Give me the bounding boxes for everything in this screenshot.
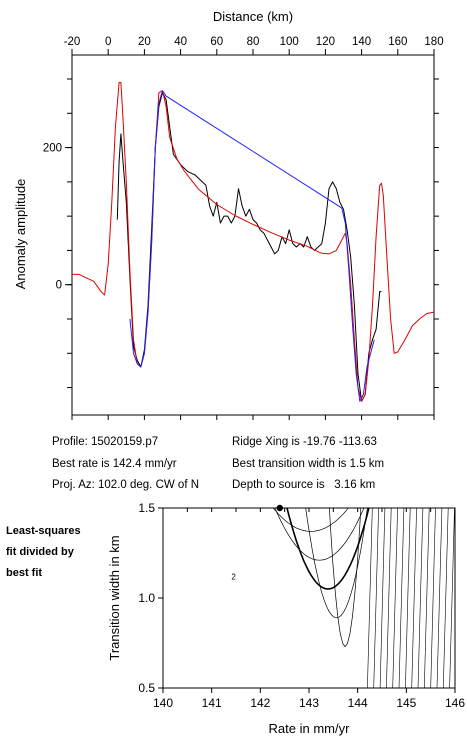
contour-line — [430, 508, 436, 688]
contour-line — [379, 508, 386, 688]
contour-line — [367, 508, 373, 688]
contour-line — [417, 508, 424, 688]
contour-line — [272, 508, 349, 532]
contour-line — [443, 508, 449, 688]
y-tick-label: 0.5 — [138, 681, 155, 695]
x-tick-label: 40 — [174, 36, 187, 48]
contour-line — [274, 508, 365, 561]
side-note-line-3: best fit — [6, 567, 43, 579]
series-line — [116, 92, 382, 402]
y-tick-label: 200 — [43, 143, 62, 155]
x-tick-label: 146 — [445, 696, 465, 710]
x-tick-label: 141 — [202, 696, 222, 710]
x-tick-label: 60 — [210, 36, 223, 48]
anomaly-chart-x-label: Distance (km) — [213, 9, 293, 24]
y-tick-label: 1.5 — [138, 501, 155, 515]
contour-line — [449, 508, 455, 688]
x-tick-label: -20 — [64, 36, 81, 48]
best-fit-point — [276, 504, 283, 512]
side-note-line-2: fit divided by — [6, 546, 74, 558]
x-tick-label: 143 — [299, 696, 319, 710]
x-tick-label: 0 — [105, 36, 111, 48]
x-tick-label: 80 — [247, 36, 260, 48]
x-tick-label: 180 — [424, 36, 443, 48]
x-tick-label: 142 — [250, 696, 270, 710]
misfit-contour-x-label: Rate in mm/yr — [269, 721, 351, 736]
y-tick-label: 0 — [56, 280, 62, 292]
contour-line — [411, 508, 417, 688]
profile-text: Profile: 15020159.p7 — [52, 436, 159, 448]
side-note: Least-squares fit divided by best fit — [6, 521, 81, 584]
contour-line — [405, 508, 411, 688]
contour-line — [386, 508, 392, 688]
misfit-contour-chart: 140 141 142 143 144 145 146 0.5 1.0 1.5 2 Rate in… — [107, 501, 465, 736]
contour-label: 2 — [231, 572, 236, 581]
x-tick-label: 160 — [388, 36, 407, 48]
contour-line — [398, 508, 405, 688]
anomaly-chart: -20 0 20 40 60 80 100 120 140 160 180 0 200 Distance… — [13, 9, 444, 420]
series-line — [72, 81, 434, 402]
misfit-contour-y-label: Transition width in km — [107, 535, 122, 660]
misfit-contour-frame — [162, 507, 456, 689]
contour-line — [436, 508, 443, 688]
x-tick-label: 140 — [153, 696, 173, 710]
x-tick-label: 100 — [280, 36, 299, 48]
contour-line — [424, 508, 430, 688]
x-tick-label: 145 — [396, 696, 416, 710]
anomaly-chart-y-label: Anomaly amplitude — [13, 179, 28, 290]
depth-text: Depth to source is 3.16 km — [232, 479, 376, 491]
series-line — [129, 90, 375, 402]
x-tick-label: 120 — [316, 36, 335, 48]
best-transition-text: Best transition width is 1.5 km — [232, 458, 385, 470]
contour-line — [305, 508, 368, 619]
x-tick-label: 144 — [348, 696, 368, 710]
x-tick-label: 140 — [352, 36, 371, 48]
anomaly-chart-frame — [71, 54, 435, 416]
side-note-line-1: Least-squares — [6, 525, 81, 537]
contour-line — [329, 508, 362, 648]
ridge-xing-text: Ridge Xing is -19.76 -113.63 — [232, 436, 377, 448]
contour-line — [286, 508, 370, 590]
proj-az-text: Proj. Az: 102.0 deg. CW of N — [52, 479, 200, 491]
best-rate-text: Best rate is 142.4 mm/yr — [52, 458, 177, 470]
y-tick-label: 1.0 — [138, 591, 155, 605]
contour-line — [392, 508, 398, 688]
x-tick-label: 20 — [138, 36, 151, 48]
contour-line — [373, 508, 379, 688]
